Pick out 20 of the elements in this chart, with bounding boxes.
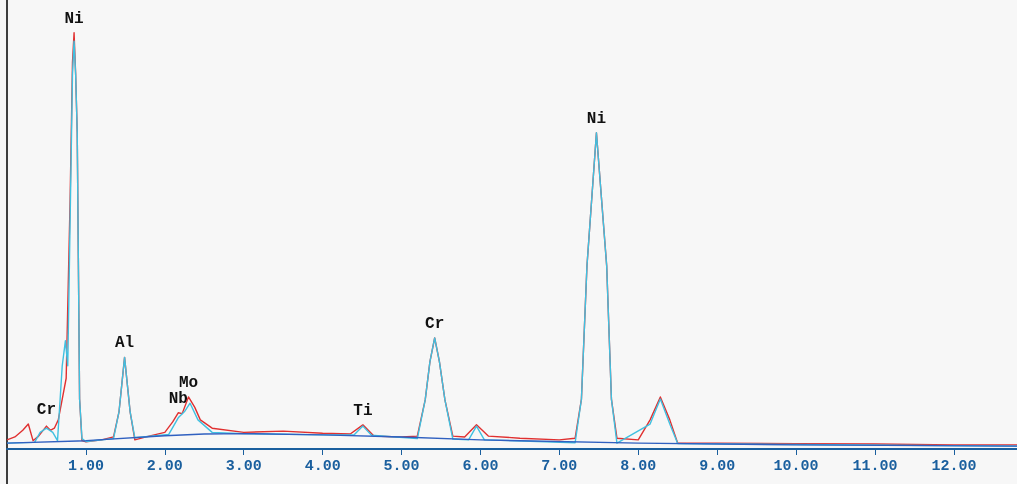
x-tick-label: 1.00 xyxy=(67,458,104,475)
x-tick-label: 3.00 xyxy=(225,458,262,475)
annotation: Ni xyxy=(586,109,607,128)
annotation: Cr xyxy=(425,314,445,333)
x-tick-label: 7.00 xyxy=(541,458,578,475)
x-tick-label: 9.00 xyxy=(699,458,736,475)
x-tick-label: 11.00 xyxy=(852,458,898,475)
annotation: Ni xyxy=(64,9,84,28)
x-tick-label: 5.00 xyxy=(383,458,420,475)
annotation: Mo xyxy=(178,373,199,392)
annotation: Nb xyxy=(168,389,188,408)
annotation: Cr xyxy=(36,401,57,420)
x-tick-label: 8.00 xyxy=(620,458,657,475)
x-tick-label: 10.00 xyxy=(773,458,819,475)
annotation: Ti xyxy=(353,401,373,420)
x-tick-label: 12.00 xyxy=(931,458,977,475)
x-tick-label: 2.00 xyxy=(146,458,183,475)
x-tick-label: 6.00 xyxy=(462,458,499,475)
x-tick-label: 4.00 xyxy=(304,458,341,475)
annotation: Al xyxy=(114,334,135,353)
